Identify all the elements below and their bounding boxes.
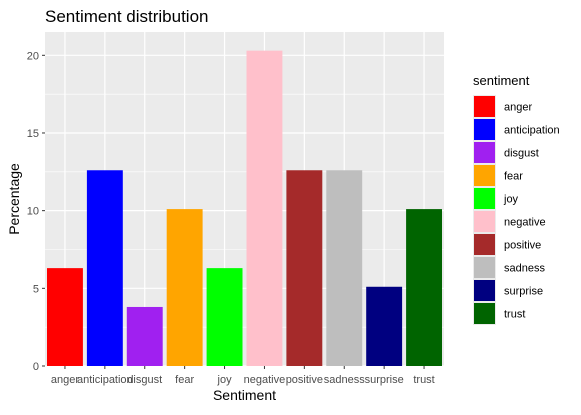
legend-label: sadness	[504, 263, 545, 275]
x-tick-label: negative	[244, 374, 286, 386]
y-axis-title: Percentage	[6, 163, 22, 235]
x-tick-label: joy	[217, 374, 233, 386]
legend-label: disgust	[504, 148, 539, 160]
legend-swatch-fear	[474, 165, 495, 186]
bar-sadness	[326, 170, 363, 366]
legend-swatch-anticipation	[474, 119, 495, 140]
legend-label: fear	[504, 171, 523, 183]
x-tick-label: surprise	[365, 374, 404, 386]
x-tick-label: fear	[175, 374, 194, 386]
bar-anger	[46, 268, 83, 366]
legend-swatch-anger	[474, 96, 495, 117]
y-tick-label: 15	[27, 128, 39, 140]
x-tick-label: positive	[286, 374, 323, 386]
bar-joy	[206, 268, 243, 366]
x-tick-label: sadness	[324, 374, 365, 386]
legend-label: anticipation	[504, 125, 560, 137]
legend-title: sentiment	[473, 73, 530, 88]
bar-disgust	[126, 306, 163, 366]
y-tick-label: 20	[27, 50, 39, 62]
x-tick-label: trust	[413, 374, 434, 386]
legend-swatch-surprise	[474, 280, 495, 301]
legend-label: positive	[504, 240, 541, 252]
bar-fear	[166, 209, 203, 366]
legend-swatch-positive	[474, 234, 495, 255]
y-tick-label: 5	[33, 283, 39, 295]
bar-positive	[286, 170, 323, 366]
chart-title: Sentiment distribution	[45, 7, 208, 26]
x-tick-label: anticipation	[77, 374, 133, 386]
y-tick-label: 0	[33, 361, 39, 373]
legend-label: trust	[504, 309, 525, 321]
legend-swatch-trust	[474, 303, 495, 324]
x-axis-title: Sentiment	[213, 387, 276, 403]
legend-label: joy	[503, 194, 519, 206]
legend-swatch-sadness	[474, 257, 495, 278]
legend-swatch-negative	[474, 211, 495, 232]
x-tick-label: disgust	[127, 374, 162, 386]
bar-trust	[406, 209, 443, 366]
y-tick-label: 10	[27, 206, 39, 218]
legend-label: surprise	[504, 286, 543, 298]
legend-swatch-joy	[474, 188, 495, 209]
bar-anticipation	[86, 170, 123, 366]
x-tick-label: anger	[51, 374, 79, 386]
bar-negative	[246, 50, 283, 367]
bar-surprise	[366, 286, 403, 366]
legend-swatch-disgust	[474, 142, 495, 163]
legend-label: negative	[504, 217, 546, 229]
legend-label: anger	[504, 102, 532, 114]
